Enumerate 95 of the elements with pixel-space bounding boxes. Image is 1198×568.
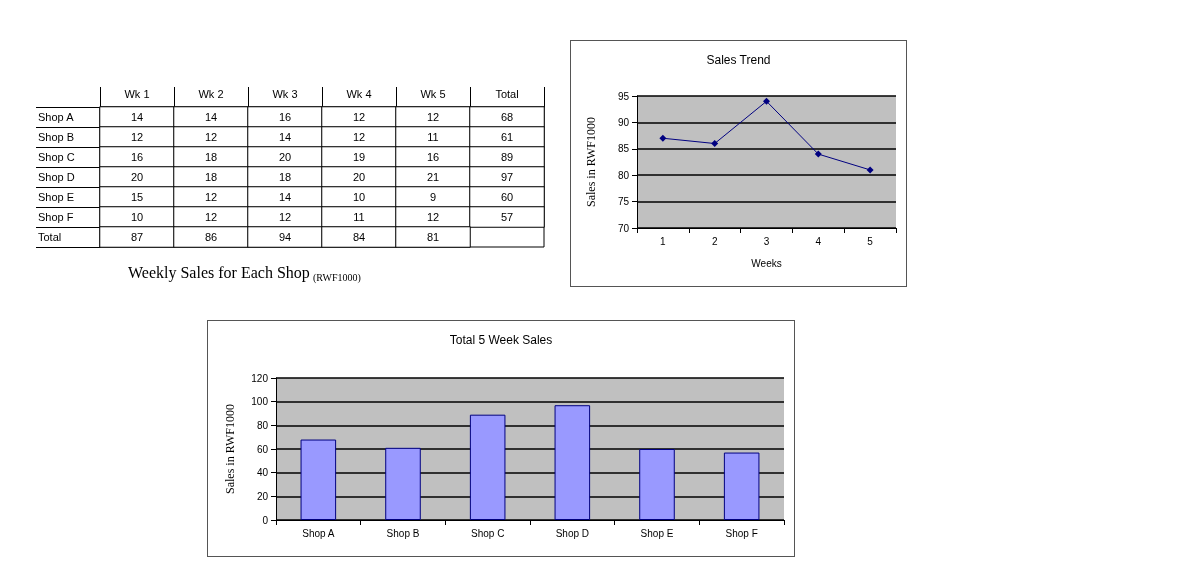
chart-title: Sales Trend — [706, 53, 771, 67]
data-label: 12 — [204, 211, 218, 223]
y-tick-label: 120 — [251, 372, 269, 384]
bar — [639, 449, 675, 520]
x-tick-label: Shop A — [302, 527, 335, 539]
point — [659, 134, 667, 142]
y-tick-label: Shop A — [38, 111, 75, 123]
data-label: 97 — [500, 171, 514, 183]
data-label: 12 — [426, 111, 440, 123]
data-label: 16 — [130, 151, 144, 163]
x-tick-label: Total — [495, 87, 519, 100]
data-label: 94 — [278, 231, 292, 243]
y-tick-label: Shop D — [38, 171, 75, 183]
data-label: 16 — [426, 151, 440, 163]
x-tick-label: Shop D — [555, 527, 590, 539]
data-label: 18 — [204, 151, 218, 163]
y-tick-label: 80 — [617, 169, 630, 181]
y-tick-label: Shop C — [38, 151, 75, 163]
data-label: 57 — [500, 211, 514, 223]
point — [711, 140, 719, 148]
bar — [554, 405, 591, 520]
x-tick-label: Shop C — [470, 527, 505, 539]
data-label: 81 — [426, 231, 440, 243]
x-tick-label: Wk 4 — [346, 87, 372, 100]
data-label: 68 — [500, 111, 514, 123]
y-tick-label: 95 — [617, 90, 630, 102]
text: (RWF1000) — [313, 271, 361, 284]
data-label: 86 — [204, 231, 218, 243]
bar — [385, 447, 421, 520]
y-tick-label: Shop E — [38, 191, 75, 203]
point — [866, 166, 874, 174]
text: Weekly Sales for Each Shop — [128, 263, 310, 282]
y-tick-label: 90 — [617, 116, 630, 128]
data-label: 12 — [426, 211, 440, 223]
data-label: 10 — [352, 191, 366, 203]
bar — [469, 414, 506, 520]
x-tick-label: Wk 3 — [272, 87, 298, 100]
x-tick-label: 2 — [711, 235, 718, 247]
data-label: 20 — [130, 171, 144, 183]
data-label: 60 — [500, 191, 514, 203]
y-tick-label: 0 — [262, 514, 269, 526]
data-label: 14 — [278, 131, 292, 143]
data-label: 12 — [352, 131, 366, 143]
x-tick-label: 3 — [763, 235, 770, 247]
x-tick-label: Wk 5 — [420, 87, 446, 100]
data-label: 12 — [204, 191, 218, 203]
data-label: 12 — [204, 131, 218, 143]
x-axis-title: Weeks — [751, 257, 782, 269]
y-tick-label: 100 — [251, 396, 269, 408]
data-label: 10 — [130, 211, 144, 223]
data-label: 18 — [278, 171, 292, 183]
y-tick-label: 40 — [256, 467, 269, 479]
y-axis-title: Sales in RWF1000 — [584, 116, 598, 208]
y-tick-label: 80 — [256, 419, 269, 431]
data-label: 11 — [353, 211, 365, 223]
data-label: 9 — [429, 191, 437, 203]
data-label: 15 — [130, 191, 144, 203]
bar — [300, 439, 337, 520]
y-tick-label: 75 — [617, 196, 630, 208]
data-label: 87 — [130, 231, 144, 243]
data-label: 12 — [352, 111, 366, 123]
y-axis-title: Sales in RWF1000 — [223, 403, 237, 495]
y-tick-label: Shop F — [38, 211, 74, 223]
data-label: 18 — [204, 171, 218, 183]
data-label: 14 — [204, 111, 218, 123]
x-tick-label: 5 — [867, 235, 874, 247]
data-label: 11 — [427, 131, 439, 143]
data-label: 20 — [352, 171, 366, 183]
y-tick-label: 70 — [617, 222, 630, 234]
x-tick-label: Shop E — [640, 527, 674, 539]
chart-title: Total 5 Week Sales — [449, 333, 553, 347]
x-tick-label: Shop B — [386, 527, 420, 539]
y-tick-label: 85 — [617, 143, 630, 155]
data-label: 21 — [426, 171, 440, 183]
y-tick-label: 60 — [256, 443, 269, 455]
y-tick-label: 20 — [256, 490, 269, 502]
x-tick-label: 4 — [815, 235, 822, 247]
data-label: 14 — [278, 191, 292, 203]
data-label: 61 — [500, 131, 514, 143]
data-label: 14 — [130, 111, 144, 123]
x-tick-label: 1 — [660, 235, 667, 247]
data-label: 20 — [278, 151, 292, 163]
x-tick-label: Shop F — [725, 527, 758, 539]
data-label: 16 — [278, 111, 292, 123]
data-label: 84 — [352, 231, 366, 243]
bar — [723, 452, 760, 520]
x-tick-label: Wk 1 — [124, 87, 150, 100]
data-label: 12 — [278, 211, 292, 223]
data-label: 89 — [500, 151, 514, 163]
point — [814, 150, 822, 158]
data-label: 12 — [130, 131, 144, 143]
data-label: 19 — [352, 151, 366, 163]
y-tick-label: Shop B — [38, 131, 75, 143]
x-tick-label: Wk 2 — [198, 87, 224, 100]
point — [763, 97, 770, 105]
